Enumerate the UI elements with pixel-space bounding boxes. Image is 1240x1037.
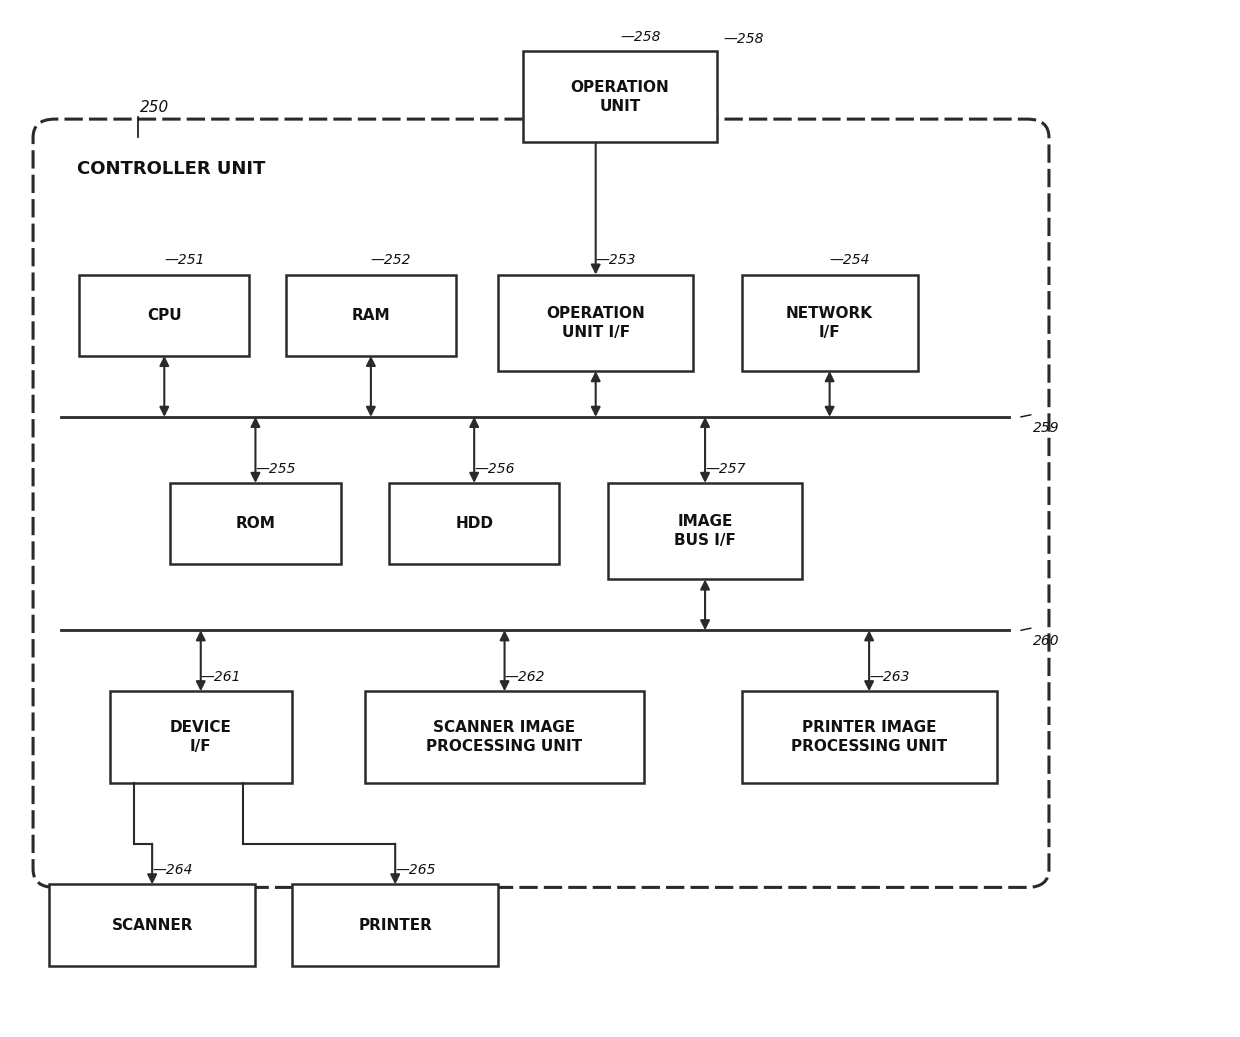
FancyBboxPatch shape — [291, 885, 498, 965]
Text: —265: —265 — [396, 863, 435, 877]
Text: —257: —257 — [706, 461, 745, 476]
Text: —263: —263 — [869, 670, 910, 684]
Text: —252: —252 — [371, 253, 412, 268]
Text: NETWORK
I/F: NETWORK I/F — [786, 306, 873, 340]
Text: OPERATION
UNIT I/F: OPERATION UNIT I/F — [547, 306, 645, 340]
FancyBboxPatch shape — [170, 483, 341, 564]
Text: —261: —261 — [201, 670, 242, 684]
Text: —253: —253 — [595, 253, 636, 268]
Text: —258: —258 — [620, 30, 661, 44]
Text: OPERATION
UNIT: OPERATION UNIT — [570, 80, 670, 114]
Text: PRINTER: PRINTER — [358, 918, 432, 932]
FancyBboxPatch shape — [79, 275, 249, 356]
Text: HDD: HDD — [455, 516, 494, 531]
Text: —255: —255 — [255, 461, 296, 476]
FancyBboxPatch shape — [389, 483, 559, 564]
Text: 260: 260 — [1033, 635, 1060, 648]
Text: SCANNER IMAGE
PROCESSING UNIT: SCANNER IMAGE PROCESSING UNIT — [427, 720, 583, 754]
FancyBboxPatch shape — [33, 119, 1049, 888]
Text: CPU: CPU — [148, 308, 181, 323]
Text: —251: —251 — [164, 253, 205, 268]
FancyBboxPatch shape — [365, 692, 645, 783]
Text: 259: 259 — [1033, 421, 1060, 435]
FancyBboxPatch shape — [285, 275, 456, 356]
FancyBboxPatch shape — [109, 692, 291, 783]
Text: —264: —264 — [153, 863, 192, 877]
Text: ROM: ROM — [236, 516, 275, 531]
FancyBboxPatch shape — [608, 483, 802, 580]
FancyBboxPatch shape — [523, 51, 717, 142]
Text: —258: —258 — [723, 32, 764, 46]
FancyBboxPatch shape — [498, 275, 693, 371]
Text: —254: —254 — [830, 253, 870, 268]
Text: —256: —256 — [474, 461, 515, 476]
FancyBboxPatch shape — [48, 885, 255, 965]
Text: 250: 250 — [140, 100, 169, 115]
Text: PRINTER IMAGE
PROCESSING UNIT: PRINTER IMAGE PROCESSING UNIT — [791, 720, 947, 754]
Text: —262: —262 — [505, 670, 546, 684]
Text: CONTROLLER UNIT: CONTROLLER UNIT — [77, 160, 265, 177]
FancyBboxPatch shape — [742, 692, 997, 783]
Text: SCANNER: SCANNER — [112, 918, 193, 932]
FancyBboxPatch shape — [742, 275, 918, 371]
Text: DEVICE
I/F: DEVICE I/F — [170, 720, 232, 754]
Text: RAM: RAM — [352, 308, 391, 323]
Text: IMAGE
BUS I/F: IMAGE BUS I/F — [675, 514, 737, 548]
